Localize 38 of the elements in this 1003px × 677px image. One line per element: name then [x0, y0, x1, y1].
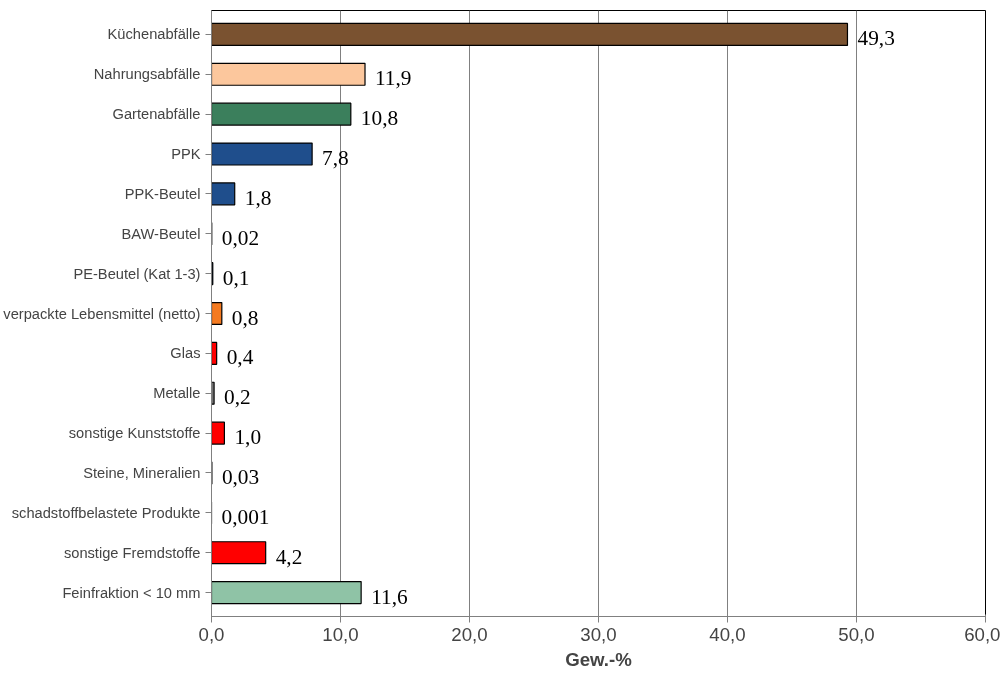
x-tick-label: 20,0: [451, 623, 488, 645]
y-tick-label: BAW-Beutel: [121, 225, 201, 242]
data-label: 1,8: [244, 185, 272, 210]
y-tick-label: Metalle: [153, 385, 201, 402]
data-label: 0,8: [231, 305, 259, 330]
data-label: 1,0: [234, 425, 262, 450]
y-tick-label: PPK-Beutel: [124, 185, 201, 202]
data-label: 49,3: [857, 26, 895, 51]
data-label: 7,8: [322, 146, 349, 171]
data-label: 11,6: [371, 584, 409, 609]
data-label: 0,001: [221, 504, 270, 529]
data-label: 0,4: [226, 345, 254, 370]
x-tick-label: 60,0: [964, 623, 1001, 645]
x-tick-label: 10,0: [322, 623, 359, 645]
data-label: 11,9: [375, 66, 412, 91]
data-label: 0,02: [221, 225, 260, 250]
y-tick-label: schadstoffbelastete Produkte: [11, 504, 201, 521]
data-label: 0,2: [224, 385, 251, 410]
data-label: 0,1: [222, 265, 250, 290]
y-tick-label: Nahrungsabfälle: [93, 66, 201, 83]
y-tick-label: Steine, Mineralien: [83, 464, 201, 481]
y-tick-label: PE-Beutel (Kat 1-3): [73, 265, 201, 282]
y-tick-label: sonstige Fremdstoffe: [63, 544, 201, 561]
data-label: 4,2: [275, 544, 303, 569]
y-tick-label: sonstige Kunststoffe: [68, 425, 201, 442]
x-axis-title: Gew.-%: [565, 648, 633, 670]
y-tick-label: PPK: [171, 146, 201, 163]
x-tick-label: 0,0: [198, 623, 225, 645]
data-label: 0,03: [221, 464, 260, 489]
data-label: 10,8: [360, 106, 399, 131]
x-tick-label: 40,0: [709, 623, 746, 645]
y-tick-label: Feinfraktion < 10 mm: [62, 584, 201, 601]
x-tick-label: 50,0: [838, 623, 875, 645]
x-tick-label: 30,0: [580, 623, 617, 645]
y-tick-label: Küchenabfälle: [107, 26, 201, 43]
y-tick-label: Gartenabfälle: [112, 106, 201, 123]
y-tick-label: verpackte Lebensmittel (netto): [3, 305, 201, 322]
y-tick-label: Glas: [170, 345, 201, 362]
